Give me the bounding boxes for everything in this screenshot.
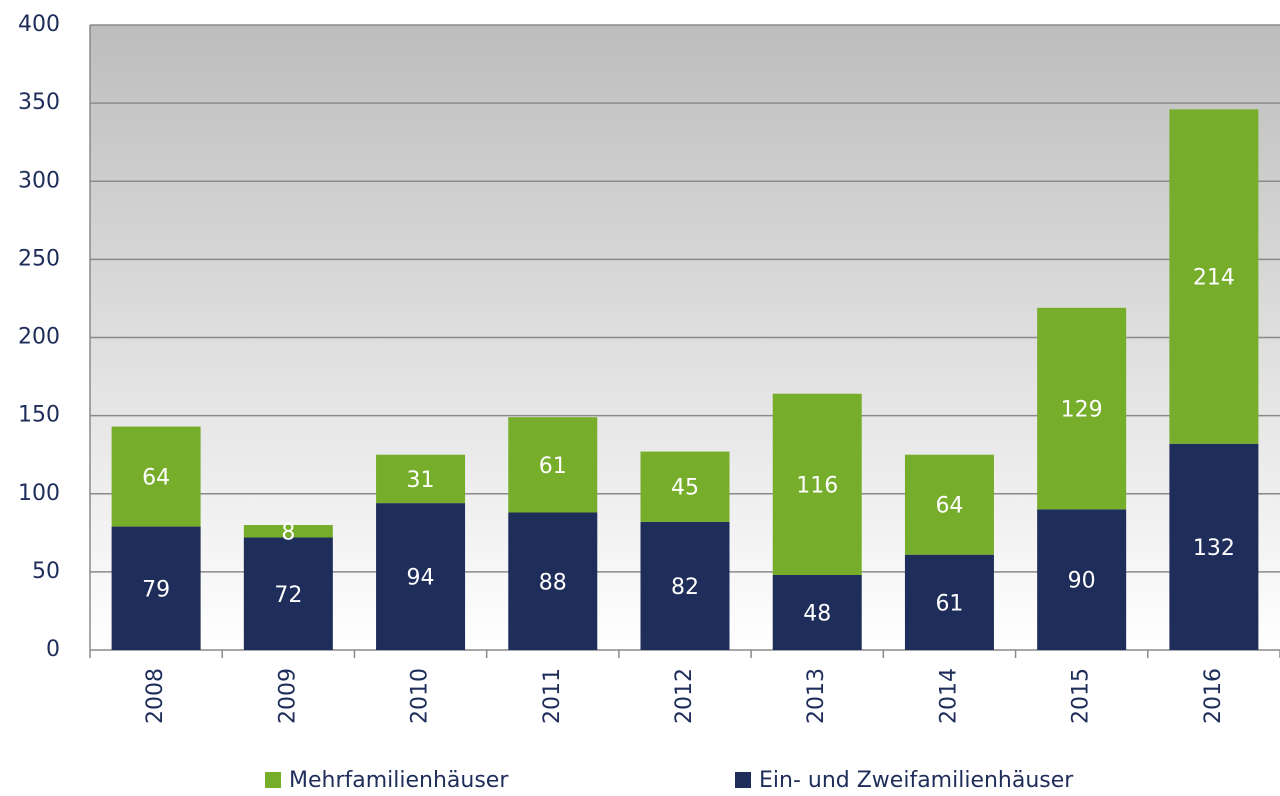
data-label: 88	[539, 570, 567, 595]
x-tick-label: 2015	[1069, 668, 1094, 724]
x-tick-label: 2009	[275, 668, 300, 724]
data-label: 64	[935, 494, 963, 519]
data-label: 8	[281, 520, 295, 545]
data-label: 72	[274, 583, 302, 608]
x-tick-label: 2010	[408, 668, 433, 724]
bar-segment	[640, 521, 730, 650]
data-label: 79	[142, 577, 170, 602]
data-label: 214	[1193, 266, 1235, 291]
legend-swatch	[735, 772, 751, 788]
bar-segment	[1169, 443, 1259, 650]
bar-segment	[111, 426, 201, 527]
bar-segment	[1037, 509, 1127, 650]
bar-segment	[376, 454, 466, 504]
data-label: 61	[539, 454, 567, 479]
x-tick-label: 2011	[540, 668, 565, 724]
x-tick-label: 2014	[936, 668, 961, 724]
y-tick-label: 100	[18, 481, 60, 506]
bar-segment	[508, 512, 598, 650]
y-tick-label: 50	[32, 559, 60, 584]
bar-segment	[111, 526, 201, 650]
data-label: 129	[1061, 398, 1103, 423]
y-tick-label: 200	[18, 325, 60, 350]
y-tick-label: 400	[18, 12, 60, 37]
bar-segment	[640, 451, 730, 522]
data-label: 90	[1068, 569, 1096, 594]
legend-label: Ein- und Zweifamilienhäuser	[759, 768, 1074, 793]
y-tick-label: 250	[18, 246, 60, 271]
x-tick-label: 2008	[143, 668, 168, 724]
x-tick-label: 2013	[804, 668, 829, 724]
bar-segment	[508, 417, 598, 513]
x-tick-label: 2016	[1201, 668, 1226, 724]
bar-segment	[1037, 307, 1127, 510]
bar-segment	[904, 454, 994, 555]
y-tick-label: 150	[18, 403, 60, 428]
bar-segment	[772, 393, 862, 575]
y-tick-label: 0	[46, 637, 60, 662]
data-label: 48	[803, 602, 831, 627]
data-label: 45	[671, 476, 699, 501]
data-label: 94	[407, 566, 435, 591]
y-tick-label: 350	[18, 90, 60, 115]
data-label: 116	[796, 473, 838, 498]
data-label: 82	[671, 575, 699, 600]
y-tick-label: 300	[18, 168, 60, 193]
bar-segment	[243, 537, 333, 650]
bar-segment	[1169, 109, 1259, 444]
bar-segment	[904, 554, 994, 650]
data-label: 132	[1193, 536, 1235, 561]
bar-segment	[772, 575, 862, 650]
data-label: 64	[142, 466, 170, 491]
data-label: 31	[407, 468, 435, 493]
data-label: 61	[935, 591, 963, 616]
legend-swatch	[265, 772, 281, 788]
x-tick-label: 2012	[672, 668, 697, 724]
legend-label: Mehrfamilienhäuser	[289, 768, 509, 793]
bar-segment	[376, 503, 466, 650]
bar-segment	[243, 525, 333, 538]
